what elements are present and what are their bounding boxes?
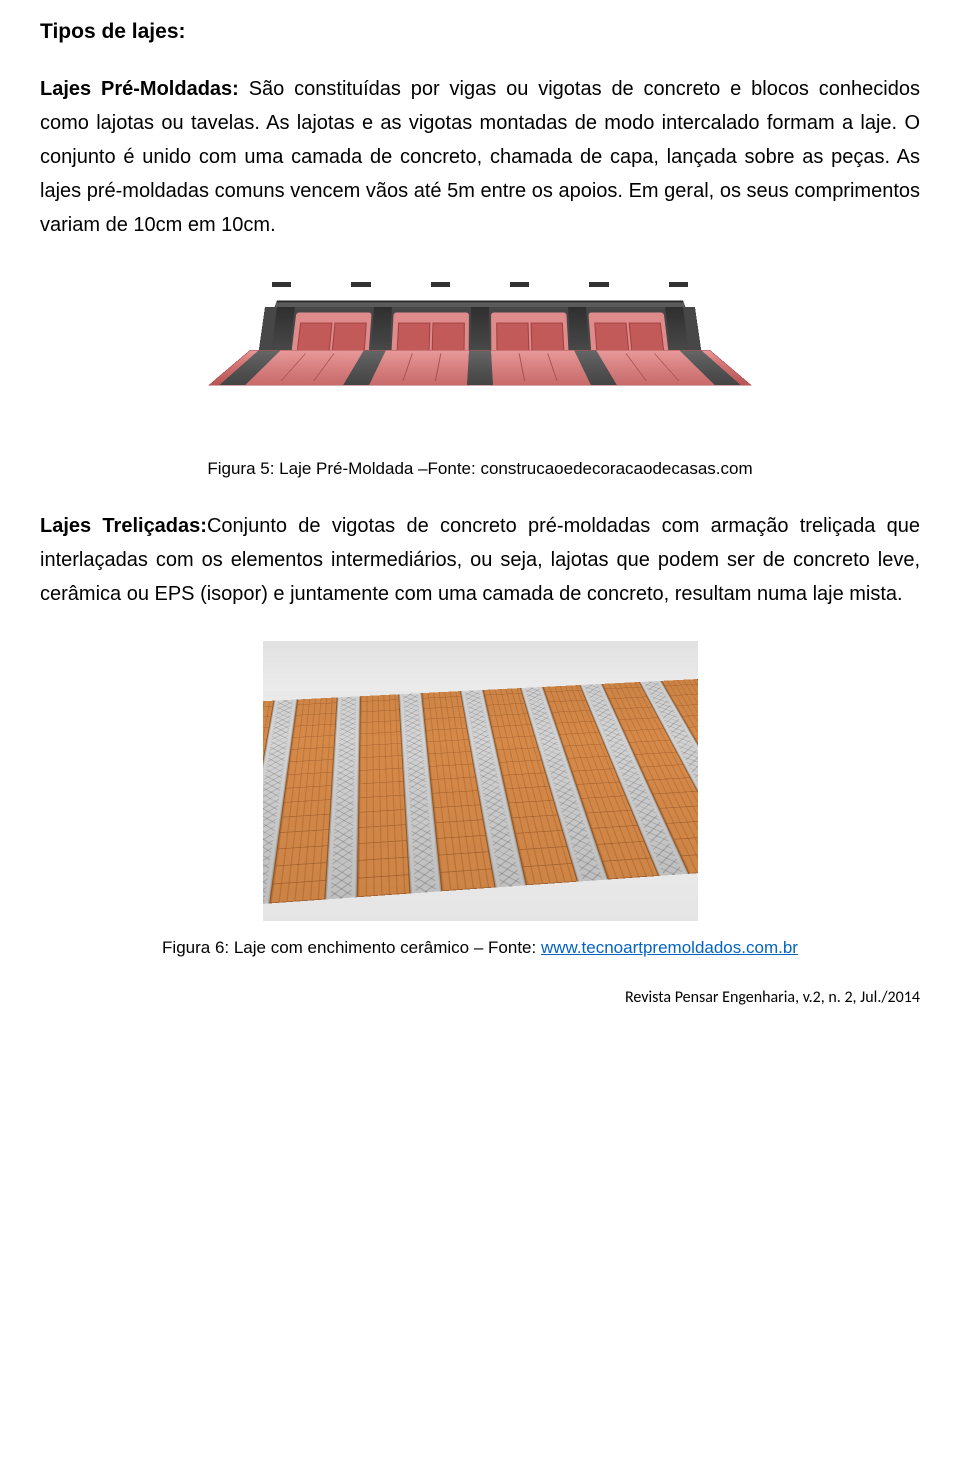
figure-6-caption: Figura 6: Laje com enchimento cerâmico –… xyxy=(40,938,920,958)
figure-6-illustration xyxy=(263,641,698,921)
figure-6-caption-link[interactable]: www.tecnoartpremoldados.com.br xyxy=(541,938,798,957)
fig5-underside xyxy=(208,350,752,385)
figure-5-illustration xyxy=(240,272,720,442)
text-pre-moldadas: São constituídas por vigas ou vigotas de… xyxy=(40,78,920,236)
label-trelicadas: Lajes Treliçadas: xyxy=(40,515,207,537)
section-title: Tipos de lajes: xyxy=(40,20,920,44)
label-pre-moldadas: Lajes Pré-Moldadas: xyxy=(40,78,239,100)
figure-6-caption-prefix: Figura 6: Laje com enchimento cerâmico –… xyxy=(162,938,541,957)
fig6-floor xyxy=(263,678,698,912)
page-footer-citation: Revista Pensar Engenharia, v.2, n. 2, Ju… xyxy=(40,988,920,1007)
paragraph-trelicadas: Lajes Treliçadas:Conjunto de vigotas de … xyxy=(40,509,920,611)
figure-5-caption: Figura 5: Laje Pré-Moldada –Fonte: const… xyxy=(40,459,920,479)
fig5-top-ridges xyxy=(272,282,688,288)
figure-5-wrap: Figura 5: Laje Pré-Moldada –Fonte: const… xyxy=(40,272,920,479)
paragraph-pre-moldadas: Lajes Pré-Moldadas: São constituídas por… xyxy=(40,72,920,242)
figure-6-wrap: Figura 6: Laje com enchimento cerâmico –… xyxy=(40,641,920,958)
